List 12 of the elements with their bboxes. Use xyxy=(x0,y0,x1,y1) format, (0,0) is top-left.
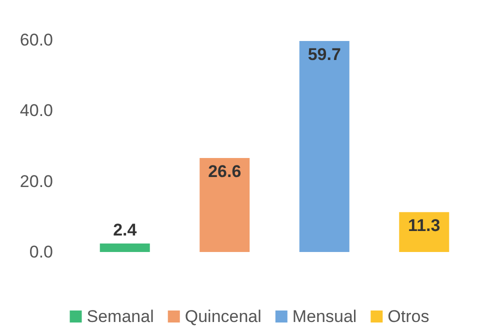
data-label: 26.6 xyxy=(208,162,242,182)
data-label: 2.4 xyxy=(113,220,138,240)
legend-label: Semanal xyxy=(86,307,154,326)
y-tick-label: 60.0 xyxy=(20,30,53,50)
y-tick-label: 40.0 xyxy=(20,101,53,120)
legend-label: Otros xyxy=(388,307,430,326)
data-label: 59.7 xyxy=(308,45,341,64)
y-tick-label: 20.0 xyxy=(20,172,53,191)
data-label: 11.3 xyxy=(408,216,440,236)
y-tick-label: 0.0 xyxy=(29,242,53,262)
legend-label: Mensual xyxy=(292,307,357,326)
legend-label: Quincenal xyxy=(184,307,262,326)
